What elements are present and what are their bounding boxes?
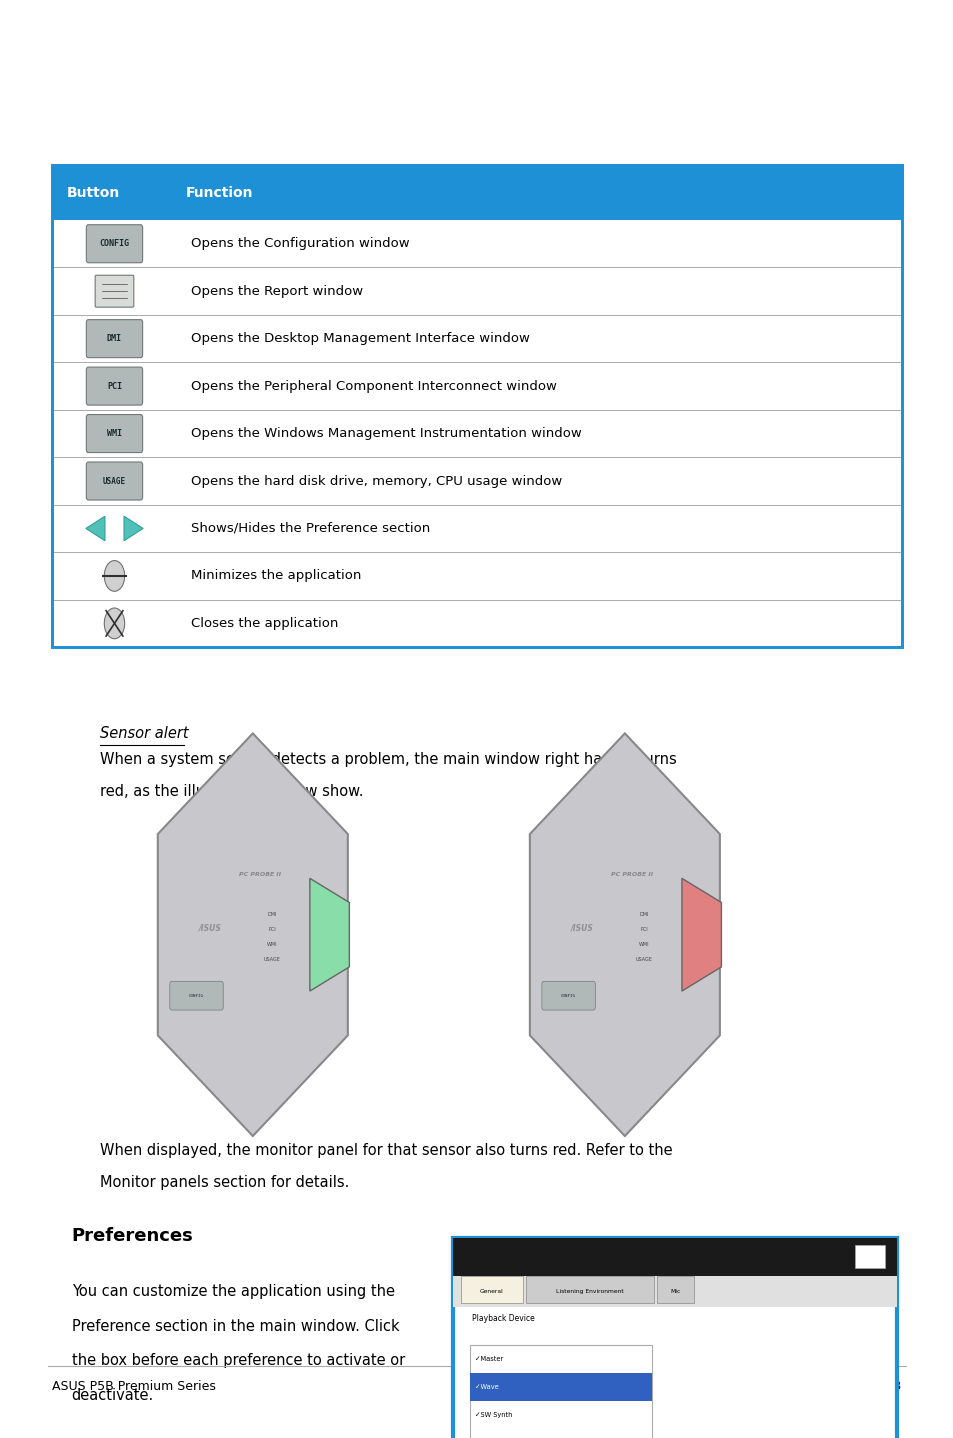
Text: Opens the Desktop Management Interface window: Opens the Desktop Management Interface w… — [191, 332, 529, 345]
Text: Function: Function — [186, 186, 253, 200]
Text: Opens the Report window: Opens the Report window — [191, 285, 362, 298]
Bar — [657, 1276, 693, 1303]
Text: DMI: DMI — [639, 912, 648, 917]
Text: PCI: PCI — [107, 381, 122, 391]
Bar — [470, 1373, 651, 1401]
FancyBboxPatch shape — [95, 275, 133, 308]
Text: /ISUS: /ISUS — [198, 923, 221, 932]
Text: Mic: Mic — [670, 1288, 679, 1294]
Text: Opens the Peripheral Component Interconnect window: Opens the Peripheral Component Interconn… — [191, 380, 557, 393]
Bar — [525, 1276, 654, 1303]
Text: CONFIG: CONFIG — [560, 994, 576, 998]
Text: deactivate.: deactivate. — [71, 1388, 153, 1402]
Polygon shape — [124, 516, 143, 541]
Polygon shape — [86, 516, 105, 541]
Text: USAGE: USAGE — [635, 958, 652, 962]
Text: Preference section in the main window. Click: Preference section in the main window. C… — [71, 1319, 398, 1333]
Text: CONFIG: CONFIG — [189, 994, 204, 998]
Text: Preferences: Preferences — [71, 1227, 193, 1245]
Text: ✓SW Synth: ✓SW Synth — [475, 1412, 512, 1418]
FancyBboxPatch shape — [86, 319, 143, 358]
Text: DMI: DMI — [107, 334, 122, 344]
Circle shape — [104, 561, 125, 591]
Bar — [854, 1245, 884, 1268]
Text: Minimizes the application: Minimizes the application — [191, 569, 361, 582]
Text: Monitor panels section for details.: Monitor panels section for details. — [100, 1175, 349, 1189]
Text: PC PROBE II: PC PROBE II — [239, 871, 281, 877]
Text: ✓Wave: ✓Wave — [475, 1383, 498, 1389]
Text: ✓Master: ✓Master — [475, 1356, 503, 1362]
Text: Opens the hard disk drive, memory, CPU usage window: Opens the hard disk drive, memory, CPU u… — [191, 475, 561, 487]
Bar — [470, 1345, 651, 1438]
Text: Listening Environment: Listening Environment — [556, 1288, 623, 1294]
Text: DMI: DMI — [267, 912, 276, 917]
FancyBboxPatch shape — [541, 981, 595, 1009]
Text: PC PROBE II: PC PROBE II — [611, 871, 653, 877]
Text: CONFIG: CONFIG — [99, 239, 130, 249]
Text: WMI: WMI — [107, 429, 122, 439]
Text: USAGE: USAGE — [263, 958, 280, 962]
Text: Button: Button — [67, 186, 120, 200]
Polygon shape — [310, 879, 349, 991]
Text: PCI: PCI — [639, 928, 647, 932]
Bar — [52, 165, 901, 647]
Bar — [453, 1238, 896, 1276]
Polygon shape — [529, 733, 720, 1136]
FancyBboxPatch shape — [86, 462, 143, 500]
Bar — [453, 1276, 896, 1307]
Text: USAGE: USAGE — [103, 476, 126, 486]
Text: Opens the Configuration window: Opens the Configuration window — [191, 237, 409, 250]
Bar — [52, 165, 901, 647]
Text: Sensor alert: Sensor alert — [100, 726, 189, 741]
Text: Closes the application: Closes the application — [191, 617, 337, 630]
Text: the box before each preference to activate or: the box before each preference to activa… — [71, 1353, 404, 1368]
Polygon shape — [157, 733, 348, 1136]
Bar — [453, 1238, 896, 1438]
Circle shape — [104, 608, 125, 638]
Text: ASUS P5B Premium Series: ASUS P5B Premium Series — [52, 1380, 216, 1393]
Text: Shows/Hides the Preference section: Shows/Hides the Preference section — [191, 522, 430, 535]
Bar — [52, 165, 901, 220]
Text: WMI: WMI — [266, 942, 277, 948]
FancyBboxPatch shape — [86, 224, 143, 263]
FancyBboxPatch shape — [86, 414, 143, 453]
Text: Opens the Windows Management Instrumentation window: Opens the Windows Management Instrumenta… — [191, 427, 581, 440]
FancyBboxPatch shape — [86, 367, 143, 406]
Text: PCI: PCI — [268, 928, 275, 932]
Text: When displayed, the monitor panel for that sensor also turns red. Refer to the: When displayed, the monitor panel for th… — [100, 1143, 672, 1158]
Text: You can customize the application using the: You can customize the application using … — [71, 1284, 395, 1299]
Text: WMI: WMI — [638, 942, 649, 948]
Text: When a system sensor detects a problem, the main window right handle turns: When a system sensor detects a problem, … — [100, 752, 677, 766]
FancyBboxPatch shape — [170, 981, 223, 1009]
Text: Playback Device: Playback Device — [472, 1314, 535, 1323]
Text: red, as the illustrations below show.: red, as the illustrations below show. — [100, 784, 363, 798]
Polygon shape — [681, 879, 720, 991]
Text: General: General — [479, 1288, 503, 1294]
Text: 5-13: 5-13 — [872, 1380, 901, 1393]
Bar — [460, 1276, 522, 1303]
Text: /ISUS: /ISUS — [570, 923, 593, 932]
